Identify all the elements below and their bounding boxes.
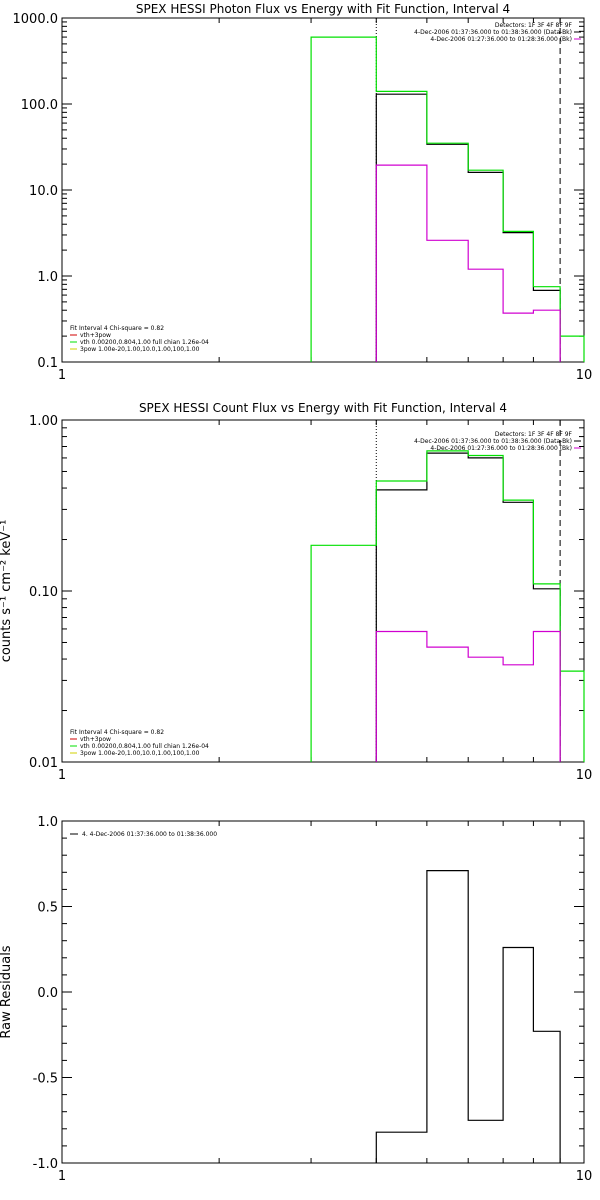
series-black-histogram (375, 452, 561, 762)
legend-entry: 4. 4-Dec-2006 01:37:36.000 to 01:38:36.0… (82, 831, 217, 838)
header-note: Detectors: 1F 3F 4F 8F 9F (495, 22, 573, 29)
chart-title: SPEX HESSI Photon Flux vs Energy with Fi… (136, 2, 510, 16)
legend-entry: vth 0.00200,0.804,1.00 full chian 1.26e-… (80, 339, 209, 346)
y-tick-label: 10.0 (29, 184, 58, 199)
y-tick-label: 0.10 (29, 585, 58, 600)
plot-frame (61, 17, 585, 363)
y-tick-label: 0.5 (37, 901, 58, 916)
legend-entry: vth+3pow (80, 332, 111, 339)
header-note: 4-Dec-2006 01:37:36.000 to 01:38:36.000 … (414, 29, 572, 36)
y-axis-label: counts s⁻¹ cm⁻² keV⁻¹ (0, 520, 14, 663)
chart-title: SPEX HESSI Count Flux vs Energy with Fit… (139, 401, 507, 415)
header-note: 4-Dec-2006 01:27:36.000 to 01:28:36.000 … (430, 36, 572, 43)
y-tick-label: 0.0 (37, 986, 58, 1001)
y-tick-label: 0.1 (37, 356, 58, 371)
y-axis-label: Raw Residuals (0, 945, 14, 1038)
plot-frame (61, 820, 585, 1164)
series-magenta-histogram (375, 164, 561, 362)
series-magenta-histogram (375, 630, 561, 762)
legend-entry: Fit Interval 4 Chi-square = 0.82 (70, 729, 164, 736)
legend-entry: 3pow 1.00e-20,1.00,10.0,1.00,100,1.00 (80, 346, 200, 353)
series-black-histogram (375, 93, 561, 362)
y-tick-label: 1.0 (37, 815, 58, 830)
legend-entry: vth+3pow (80, 736, 111, 743)
series-green-histogram (310, 36, 585, 362)
x-tick-label: 1 (58, 368, 66, 383)
header-note: 4-Dec-2006 01:27:36.000 to 01:28:36.000 … (430, 445, 572, 452)
header-note: Detectors: 1F 3F 4F 8F 9F (495, 431, 573, 438)
legend-entry: 3pow 1.00e-20,1.00,10.0,1.00,100,1.00 (80, 750, 200, 757)
header-note: 4-Dec-2006 01:37:36.000 to 01:38:36.000 … (414, 438, 572, 445)
panel-3: Raw Residuals 1 10 -1.0 -0.5 0.0 0.5 1.0 4. 4-De… (0, 815, 592, 1184)
y-tick-label: 1000.0 (13, 12, 59, 27)
x-tick-label: 10 (576, 1169, 593, 1184)
x-tick-label: 1 (58, 1169, 66, 1184)
x-tick-label: 10 (576, 368, 593, 383)
series-black-histogram (375, 870, 561, 1163)
y-tick-label: 0.01 (29, 756, 58, 771)
panel-1: SPEX HESSI Photon Flux vs Energy with Fi… (13, 2, 593, 383)
x-tick-label: 10 (576, 768, 593, 783)
x-tick-label: 1 (58, 768, 66, 783)
y-tick-label: 1.0 (37, 270, 58, 285)
y-tick-label: 100.0 (21, 98, 58, 113)
panel-2: SPEX HESSI Count Flux vs Energy with Fit… (0, 401, 592, 783)
plot-frame (61, 419, 585, 763)
y-tick-label: -1.0 (33, 1157, 58, 1172)
y-tick-label: 1.00 (29, 414, 58, 429)
legend-entry: vth 0.00200,0.804,1.00 full chian 1.26e-… (80, 743, 209, 750)
series-green-histogram (310, 450, 585, 762)
legend-entry: Fit Interval 4 Chi-square = 0.82 (70, 325, 164, 332)
y-tick-label: -0.5 (33, 1072, 58, 1087)
